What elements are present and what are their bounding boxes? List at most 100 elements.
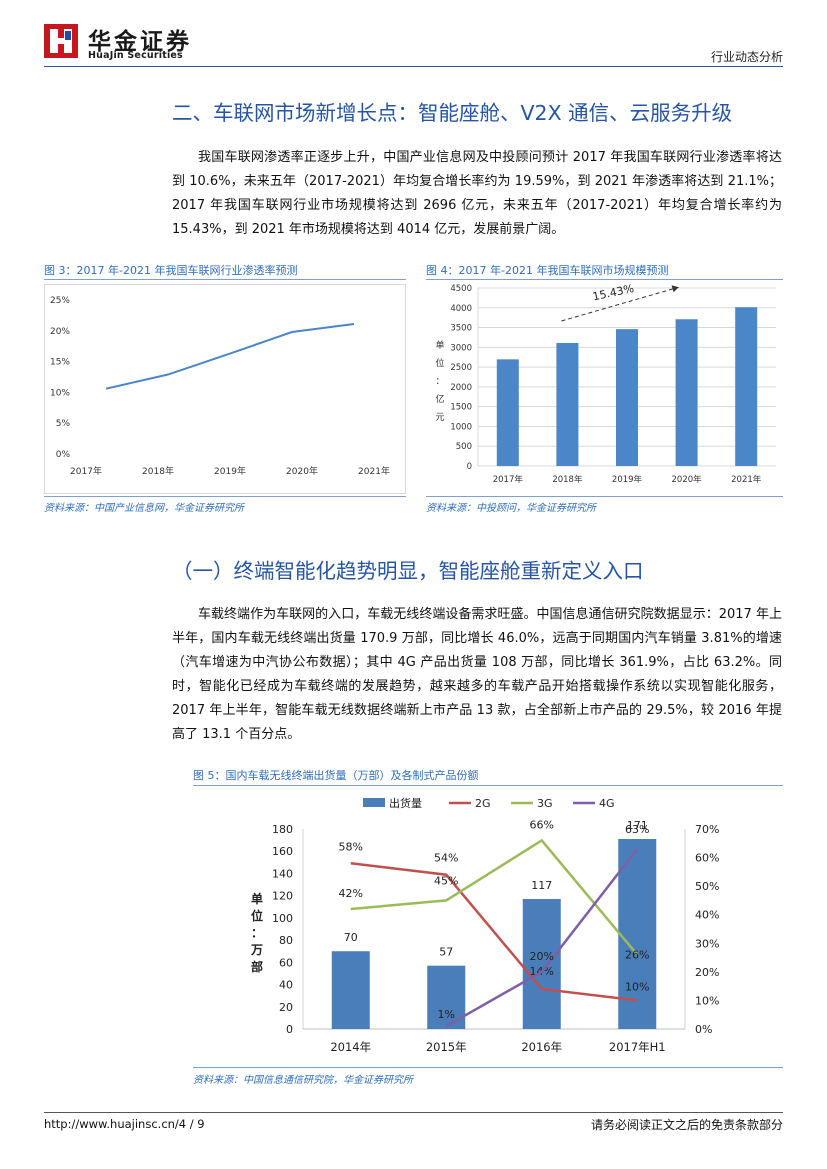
shipment-data-label: 57 bbox=[439, 946, 453, 959]
footer-disclaimer: 请务必阅读正文之后的免责条款部分 bbox=[590, 1118, 783, 1132]
growth-arrow-head bbox=[671, 285, 679, 293]
y-tick-label: 4500 bbox=[450, 284, 472, 294]
x-tick-label: 2021年 bbox=[358, 465, 390, 477]
market-size-bar bbox=[616, 329, 638, 466]
y-tick-label: 15% bbox=[50, 358, 70, 368]
y-axis-title-char: 万 bbox=[250, 943, 263, 957]
series-line-3G bbox=[350, 838, 639, 956]
right-y-tick-label: 50% bbox=[695, 880, 719, 893]
left-y-tick-label: 0 bbox=[286, 1023, 293, 1036]
chart-3-frame bbox=[44, 284, 406, 494]
share-data-label: 45% bbox=[434, 874, 458, 887]
y-tick-label: 3000 bbox=[450, 343, 472, 353]
left-y-tick-label: 60 bbox=[279, 956, 293, 969]
subsection-heading-1: （一）终端智能化趋势明显，智能座舱重新定义入口 bbox=[172, 559, 644, 583]
x-tick-label: 2019年 bbox=[612, 474, 643, 485]
figure-4-source: 资料来源：中投顾问，华金证券研究所 bbox=[426, 503, 596, 514]
figure-4-title: 图 4：2017 年-2021 年我国车联网市场规模预测 bbox=[426, 264, 669, 277]
y-tick-label: 10% bbox=[50, 388, 70, 398]
left-y-tick-label: 80 bbox=[279, 934, 293, 947]
x-tick-label: 2015年 bbox=[426, 1040, 467, 1054]
growth-arrow-line bbox=[561, 286, 679, 322]
left-y-tick-label: 140 bbox=[272, 867, 293, 880]
y-axis-title-char: 单 bbox=[435, 339, 444, 351]
share-data-label: 54% bbox=[434, 852, 458, 865]
legend-label: 2G bbox=[475, 797, 491, 810]
right-y-tick-label: 40% bbox=[695, 909, 719, 922]
y-axis-title-char: ： bbox=[435, 377, 444, 387]
legend-label: 3G bbox=[537, 797, 553, 810]
left-y-tick-label: 180 bbox=[272, 823, 293, 836]
figure-5-title: 图 5：国内车载无线终端出货量（万部）及各制式产品份额 bbox=[193, 769, 479, 782]
share-data-label: 1% bbox=[438, 1008, 455, 1021]
figure-4-bottom-rule bbox=[426, 496, 783, 497]
x-tick-label: 2020年 bbox=[286, 465, 318, 477]
penetration-series-line bbox=[105, 323, 355, 390]
figure-3-source: 资料来源：中国产业信息网，华金证券研究所 bbox=[44, 503, 244, 514]
y-tick-label: 0 bbox=[467, 462, 472, 472]
market-size-bar bbox=[556, 342, 579, 466]
series-line-2G bbox=[350, 862, 638, 1002]
share-data-label: 20% bbox=[530, 950, 554, 963]
x-tick-label: 2017年H1 bbox=[609, 1040, 666, 1054]
growth-rate-annotation: 15.43% bbox=[591, 282, 635, 303]
section-paragraph-1: 我国车联网渗透率正逐步上升，中国产业信息网及中投顾问预计 2017 年我国车联网… bbox=[172, 150, 782, 237]
x-tick-label: 2019年 bbox=[214, 465, 246, 477]
right-y-tick-label: 10% bbox=[695, 994, 719, 1007]
shipment-bar bbox=[618, 839, 657, 1029]
y-axis-title-char: 部 bbox=[251, 959, 263, 974]
section-heading-2: 二、车联网市场新增长点：智能座舱、V2X 通信、云服务升级 bbox=[172, 101, 733, 125]
y-axis-title-char: 元 bbox=[435, 413, 444, 423]
legend-swatch-出货量 bbox=[363, 798, 385, 807]
y-tick-label: 1500 bbox=[450, 403, 472, 413]
x-tick-label: 2020年 bbox=[672, 474, 703, 485]
x-tick-label: 2014年 bbox=[330, 1040, 371, 1054]
y-tick-label: 4000 bbox=[450, 304, 472, 314]
huajin-logo-icon bbox=[44, 24, 78, 58]
share-data-label: 26% bbox=[625, 949, 649, 962]
footer-url[interactable]: http://www.huajinsc.cn/4 / 9 bbox=[44, 1117, 205, 1131]
figure-5-source: 资料来源：中国信息通信研究院，华金证券研究所 bbox=[193, 1075, 413, 1086]
left-y-tick-label: 20 bbox=[279, 1001, 293, 1014]
right-y-tick-label: 60% bbox=[695, 852, 719, 865]
y-tick-label: 1000 bbox=[450, 422, 472, 432]
market-size-bar-chart: 0 500 1000 1500 2000 2500 3000 3500 4000 4500 单位 ： 亿… bbox=[435, 282, 776, 485]
right-y-tick-label: 30% bbox=[695, 937, 719, 950]
y-axis-title-char: 亿 bbox=[435, 393, 444, 405]
section-paragraph-2: 车载终端作为车联网的入口，车载无线终端设备需求旺盛。中国信息通信研究院数据显示：… bbox=[172, 607, 782, 742]
y-tick-label: 20% bbox=[50, 327, 70, 337]
share-data-label: 42% bbox=[339, 887, 363, 900]
left-y-tick-label: 40 bbox=[279, 979, 293, 992]
legend-label: 出货量 bbox=[389, 796, 422, 810]
y-tick-label: 0% bbox=[56, 450, 71, 460]
y-tick-label: 500 bbox=[456, 442, 472, 452]
left-y-tick-label: 160 bbox=[272, 845, 293, 858]
share-data-label: 63% bbox=[625, 823, 649, 836]
figure-3-title: 图 3：2017 年-2021 年我国车联网行业渗透率预测 bbox=[44, 264, 298, 277]
shipment-data-label: 171 bbox=[627, 819, 648, 832]
x-tick-label: 2017年 bbox=[493, 474, 524, 485]
y-axis-title-char: 位 bbox=[435, 357, 444, 369]
figure-3-title-rule bbox=[44, 279, 406, 280]
y-axis-title-char: ： bbox=[251, 926, 263, 940]
shipment-data-label: 70 bbox=[344, 931, 358, 944]
figure-3-bottom-rule bbox=[44, 496, 406, 497]
y-tick-label: 2500 bbox=[450, 363, 472, 373]
share-data-label: 10% bbox=[625, 980, 649, 993]
right-y-tick-label: 0% bbox=[695, 1023, 712, 1036]
y-tick-label: 2000 bbox=[450, 383, 472, 393]
y-axis-title-char: 位 bbox=[251, 908, 263, 923]
x-tick-label: 2018年 bbox=[142, 465, 174, 477]
y-tick-label: 25% bbox=[50, 296, 70, 306]
share-data-label: 66% bbox=[530, 818, 554, 831]
penetration-rate-line-chart: 0% 5% 10% 15% 20% 25% 2017年 2018年 2019年 2020年 2021… bbox=[44, 284, 406, 494]
left-y-tick-label: 100 bbox=[272, 912, 293, 925]
shipment-data-label: 117 bbox=[531, 879, 552, 892]
y-tick-label: 5% bbox=[56, 419, 71, 429]
share-data-label: 58% bbox=[339, 840, 363, 853]
legend-label: 4G bbox=[599, 797, 615, 810]
footer-divider bbox=[44, 1112, 783, 1113]
market-size-bar bbox=[496, 359, 519, 466]
x-tick-label: 2017年 bbox=[70, 465, 102, 477]
x-tick-label: 2016年 bbox=[521, 1040, 562, 1054]
